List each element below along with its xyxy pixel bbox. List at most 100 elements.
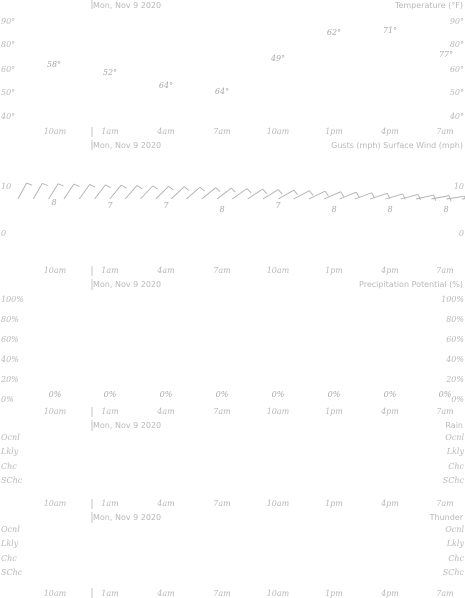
x-tick-label: 7am [213,127,231,136]
wind-barb-feather [277,189,283,195]
y-tick-label: 90° [450,17,464,26]
wind-barb-feather [355,191,360,198]
y-tick-label: 100% [441,295,464,304]
category-label: Ocnl [445,525,464,534]
category-label: Chc [448,554,464,563]
wind-barb-feather [402,193,406,200]
wind-barb-feather [199,186,205,192]
y-tick-label: 50° [450,88,464,97]
precipitation-label: 0% [216,390,229,399]
temperature-label: 77° [439,50,453,59]
y-tick-label: 90° [1,17,15,26]
wind-barb-feather [57,183,64,187]
temperature-label: 62° [327,28,341,37]
x-axis-thunder: 10am 1am 4am 7am 10am 1pm 4pm 7am [44,512,454,598]
y-tick-label: 80% [1,315,19,324]
y-tick-label: 80% [446,315,464,324]
x-tick-label: 4am [156,127,175,136]
category-label: SChc [1,476,23,485]
wind-barb [124,185,138,200]
x-axis-wind: 10am 1am 4am 7am 10am 1pm 4pm 7am [44,140,454,276]
y-tick-label: 50° [1,88,15,97]
temperature-label: 52° [103,68,117,77]
category-label: Lkly [446,539,465,548]
wind-barb [201,187,216,200]
temperature-data-labels: 58° 52° 64° 64° 49° 62° 71° 77° [47,26,453,96]
y-tick-label: 60% [446,335,464,344]
x-tick-label: 10am [44,407,67,416]
precipitation-data-labels: 0% 0% 0% 0% 0% 0% 0% 0% [49,390,452,399]
wind-barb [354,192,372,200]
wind-barb [17,182,27,200]
temperature-panel: Mon, Nov 9 2020 Temperature (°F) 90° 80°… [0,0,464,137]
x-tick-label: 4am [156,589,175,598]
precipitation-label: 0% [104,390,117,399]
y-tick-label: 0% [451,395,464,404]
x-tick-label: 1am [101,589,119,598]
x-tick-label: 10am [44,266,67,275]
temperature-label: 71° [383,26,397,35]
gust-label: 7 [163,201,169,210]
category-label: Lkly [446,447,465,456]
wind-barb [293,190,310,200]
thunder-panel: Mon, Nov 9 2020 Thunder Ocnl Lkly Chc SC… [0,512,465,598]
wind-barb [94,184,106,200]
category-label: SChc [1,568,23,577]
x-tick-label: 1am [101,266,119,275]
category-label: Chc [448,462,464,471]
category-label: Ocnl [1,433,20,442]
x-tick-label: 4am [156,407,175,416]
precipitation-label: 0% [384,390,397,399]
wind-barb [63,183,75,200]
x-tick-label: 10am [267,266,290,275]
x-tick-label: 10am [267,127,290,136]
x-axis-temperature: 10am 1am 4am 7am 10am 1pm 4pm 7am [44,0,454,137]
wind-barb-feather [324,190,329,197]
wind-barb [140,185,154,200]
wind-barb-feather [215,187,221,193]
wind-barb-feather [231,187,236,193]
y-tick-label: 20% [0,375,19,384]
wind-barb-feather [183,186,190,191]
wind-barb-feather [42,182,49,187]
wind-barb [216,187,232,200]
wind-barb-feather [433,194,437,201]
wind-barb-feather [371,192,375,199]
gust-label: 8 [51,198,56,207]
chart-title-rain: Rain [445,421,463,430]
x-tick-label: 10am [267,499,290,508]
temperature-label: 64° [215,87,229,96]
x-tick-label: 1pm [325,266,343,275]
x-tick-label: 4am [156,266,175,275]
wind-barb [247,188,263,200]
y-tick-label: 10 [1,182,11,191]
y-tick-label: 0% [1,395,14,404]
x-tick-label: 4pm [380,127,399,136]
x-tick-label: 10am [44,499,67,508]
x-tick-label: 7am [436,499,454,508]
gust-labels: 8 7 7 8 7 8 8 8 [51,198,448,214]
wind-barb [186,186,201,200]
x-tick-label: 10am [267,589,290,598]
y-tick-label: 80° [450,40,464,49]
wind-barb [339,191,357,200]
x-tick-label: 4pm [380,407,399,416]
wind-barb [324,191,341,200]
wind-barb [170,186,185,200]
rain-panel: Mon, Nov 9 2020 Rain Ocnl Lkly Chc SChc … [0,420,465,509]
wind-barb [278,189,295,200]
x-tick-label: 4pm [380,499,399,508]
gust-label: 7 [107,201,113,210]
category-label: SChc [443,568,465,577]
x-axis-rain: 10am 1am 4am 7am 10am 1pm 4pm 7am [44,420,454,509]
wind-barb [308,190,326,200]
wind-barb-feather [340,191,345,197]
y-tick-label: 0 [459,229,464,238]
precipitation-label: 0% [49,390,62,399]
y-tick-label: 10 [454,182,464,191]
date-label: Mon, Nov 9 2020 [93,421,161,430]
x-tick-label: 7am [213,499,231,508]
y-tick-label: 0 [1,229,6,238]
wind-barb-feather [417,194,421,201]
x-tick-label: 7am [213,589,231,598]
